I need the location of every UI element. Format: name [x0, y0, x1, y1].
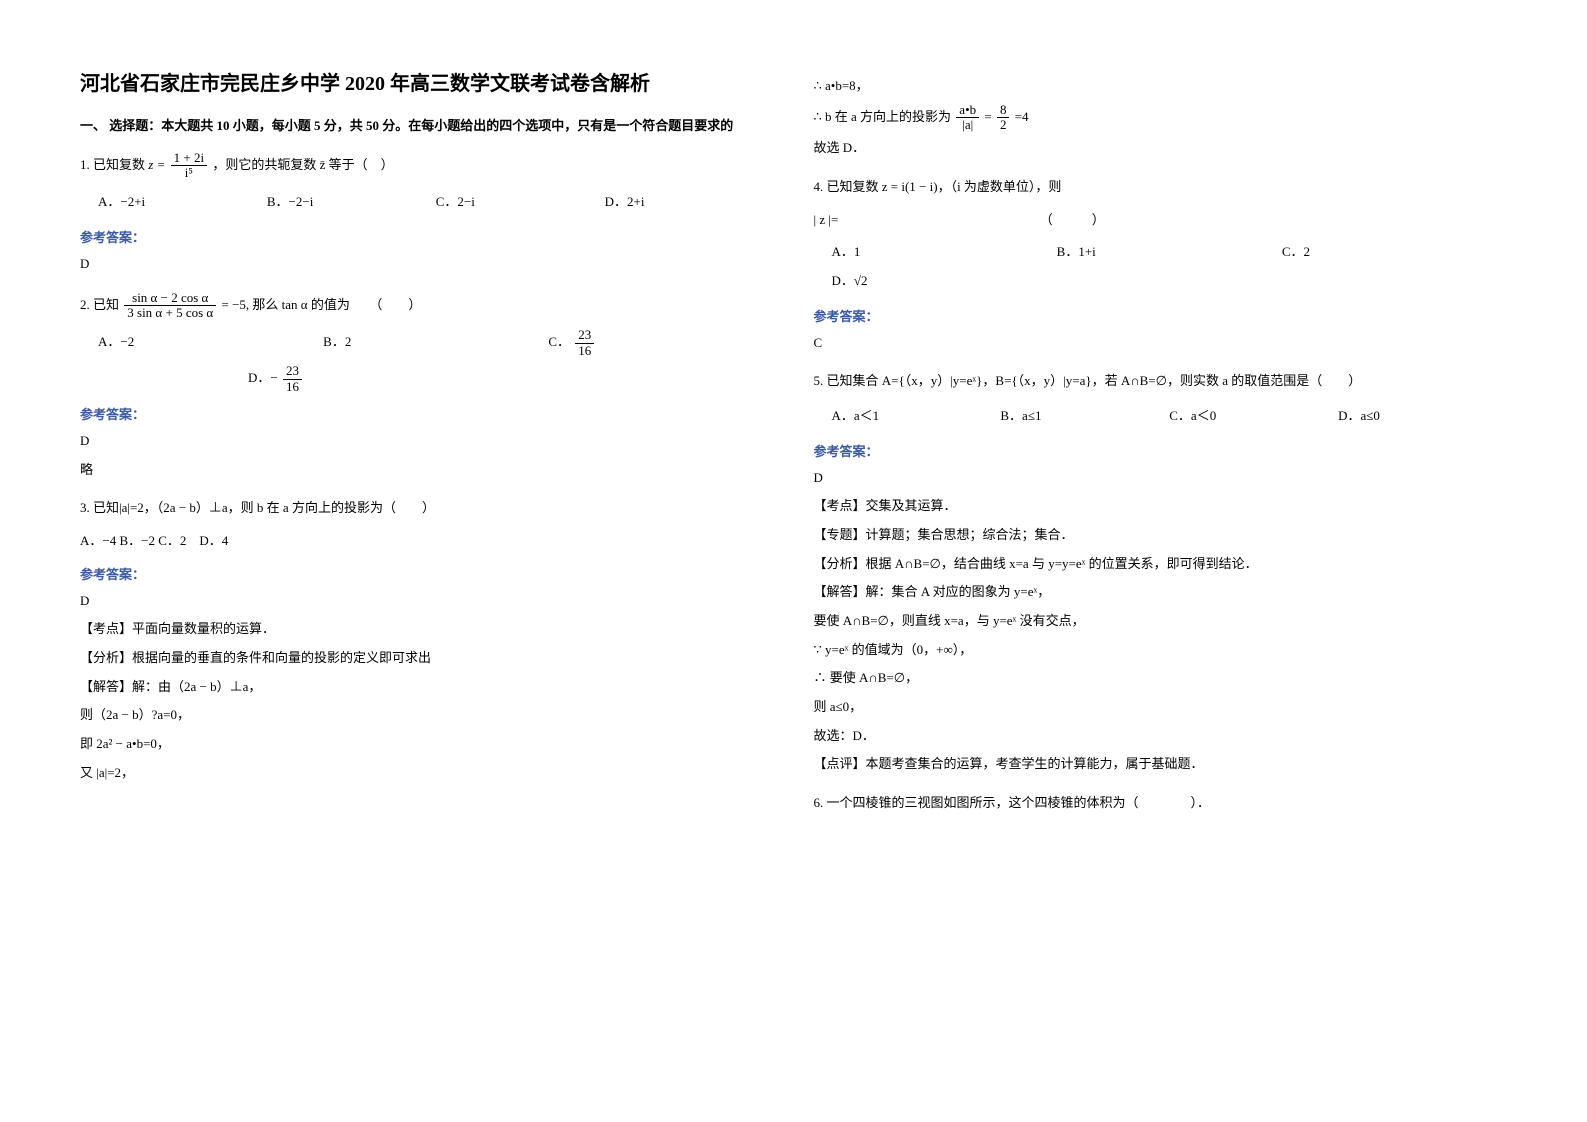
q5-answer: D — [814, 466, 1508, 491]
right-column: ∴ a•b=8， ∴ b 在 a 方向上的投影为 a•b |a| = 8 2 =… — [814, 70, 1508, 1052]
q5-l5: 要使 A∩B=∅，则直线 x=a，与 y=eˣ 没有交点， — [814, 609, 1508, 634]
c2-l2: ∴ b 在 a 方向上的投影为 a•b |a| = 8 2 =4 — [814, 103, 1508, 133]
q1-answer: D — [80, 252, 774, 277]
q1-optB: B．−2−i — [267, 188, 436, 217]
q3-l1: 【考点】平面向量数量积的运算． — [80, 617, 774, 642]
q5-l7: ∴ 要使 A∩B=∅， — [814, 666, 1508, 691]
q1-optA: A．−2+i — [98, 188, 267, 217]
q1-fraction: 1 + 2i i⁵ — [171, 151, 207, 181]
q4-optA: A．1 — [832, 238, 997, 267]
q4-optB: B．1+i — [1057, 238, 1222, 267]
q1-answer-label: 参考答案： — [80, 227, 774, 246]
q3-l3: 【解答】解：由（2a − b）⊥a， — [80, 675, 774, 700]
question-1: 1. 已知复数 z = 1 + 2i i⁵ ，则它的共轭复数 z̄ 等于（ ） — [80, 151, 774, 181]
q1-pre: 1. 已知复数 — [80, 157, 145, 172]
q3-l5: 即 2a² − a•b=0， — [80, 732, 774, 757]
q5-optA: A．a＜1 — [832, 402, 1001, 431]
q2-answer: D — [80, 429, 774, 454]
q5-answer-label: 参考答案： — [814, 441, 1508, 460]
section-heading: 一、 选择题：本大题共 10 小题，每小题 5 分，共 50 分。在每小题给出的… — [80, 116, 774, 137]
q5-l9: 故选：D． — [814, 724, 1508, 749]
q4-optC: C．2 — [1282, 238, 1447, 267]
q4-answer-label: 参考答案： — [814, 306, 1508, 325]
q2-answer-label: 参考答案： — [80, 404, 774, 423]
q5-l8: 则 a≤0， — [814, 695, 1508, 720]
q4-text2: | z |= （ ） — [814, 208, 1508, 233]
q5-l2: 【专题】计算题；集合思想；综合法；集合． — [814, 523, 1508, 548]
question-3: 3. 已知|a|=2，（2a − b）⊥a，则 b 在 a 方向上的投影为（ ） — [80, 496, 774, 521]
q2-optD: D．− 23 16 — [248, 370, 304, 385]
q1-optD: D．2+i — [605, 188, 774, 217]
question-2: 2. 已知 sin α − 2 cos α 3 sin α + 5 cos α … — [80, 291, 774, 321]
q1-post: ，则它的共轭复数 z̄ 等于（ ） — [212, 157, 393, 172]
q2-pre: 2. 已知 — [80, 296, 119, 311]
left-column: 河北省石家庄市完民庄乡中学 2020 年高三数学文联考试卷含解析 一、 选择题：… — [80, 70, 774, 1052]
q2-fraction: sin α − 2 cos α 3 sin α + 5 cos α — [124, 291, 216, 321]
q4-optD: D．√2 — [832, 267, 1448, 296]
q5-optB: B．a≤1 — [1000, 402, 1169, 431]
question-5: 5. 已知集合 A={（x，y）|y=eˣ}，B={（x，y）|y=a}，若 A… — [814, 369, 1508, 394]
q3-l6: 又 |a|=2， — [80, 761, 774, 786]
q5-optC: C．a＜0 — [1169, 402, 1338, 431]
q5-optD: D．a≤0 — [1338, 402, 1507, 431]
q2-note: 略 — [80, 458, 774, 483]
q2-optB: B．2 — [323, 328, 548, 358]
doc-title: 河北省石家庄市完民庄乡中学 2020 年高三数学文联考试卷含解析 — [80, 70, 774, 98]
q4-answer: C — [814, 331, 1508, 356]
q5-l3: 【分析】根据 A∩B=∅，结合曲线 x=a 与 y=y=eˣ 的位置关系，即可得… — [814, 552, 1508, 577]
q1-optC: C．2−i — [436, 188, 605, 217]
q5-l4: 【解答】解：集合 A 对应的图象为 y=eˣ， — [814, 580, 1508, 605]
question-6: 6. 一个四棱锥的三视图如图所示，这个四棱锥的体积为（ ）． — [814, 791, 1508, 816]
q2-options: A．−2 B．2 C． 23 16 D．− 23 16 — [98, 328, 774, 394]
q2-post: 的值为 （ ） — [311, 296, 422, 311]
q2-optA: A．−2 — [98, 328, 323, 358]
q5-l1: 【考点】交集及其运算． — [814, 494, 1508, 519]
q5-l10: 【点评】本题考查集合的运算，考查学生的计算能力，属于基础题． — [814, 752, 1508, 777]
c2-l1: ∴ a•b=8， — [814, 74, 1508, 99]
q3-answer-label: 参考答案： — [80, 564, 774, 583]
q1-options: A．−2+i B．−2−i C．2−i D．2+i — [98, 188, 774, 217]
q2-mid: = −5, 那么 tan α — [221, 296, 307, 311]
q3-answer: D — [80, 589, 774, 614]
q4-options: A．1 B．1+i C．2 D．√2 — [832, 238, 1508, 295]
q5-options: A．a＜1 B．a≤1 C．a＜0 D．a≤0 — [832, 402, 1508, 431]
q3-options: A．−4 B．−2 C．2 D．4 — [80, 529, 774, 554]
q5-l6: ∵ y=eˣ 的值域为（0，+∞）， — [814, 638, 1508, 663]
q3-l2: 【分析】根据向量的垂直的条件和向量的投影的定义即可求出 — [80, 646, 774, 671]
q2-optC: C． 23 16 — [548, 328, 773, 358]
q3-l4: 则（2a − b）?a=0， — [80, 703, 774, 728]
question-4: 4. 已知复数 z = i(1 − i)，（i 为虚数单位），则 — [814, 175, 1508, 200]
c2-l3: 故选 D． — [814, 136, 1508, 161]
